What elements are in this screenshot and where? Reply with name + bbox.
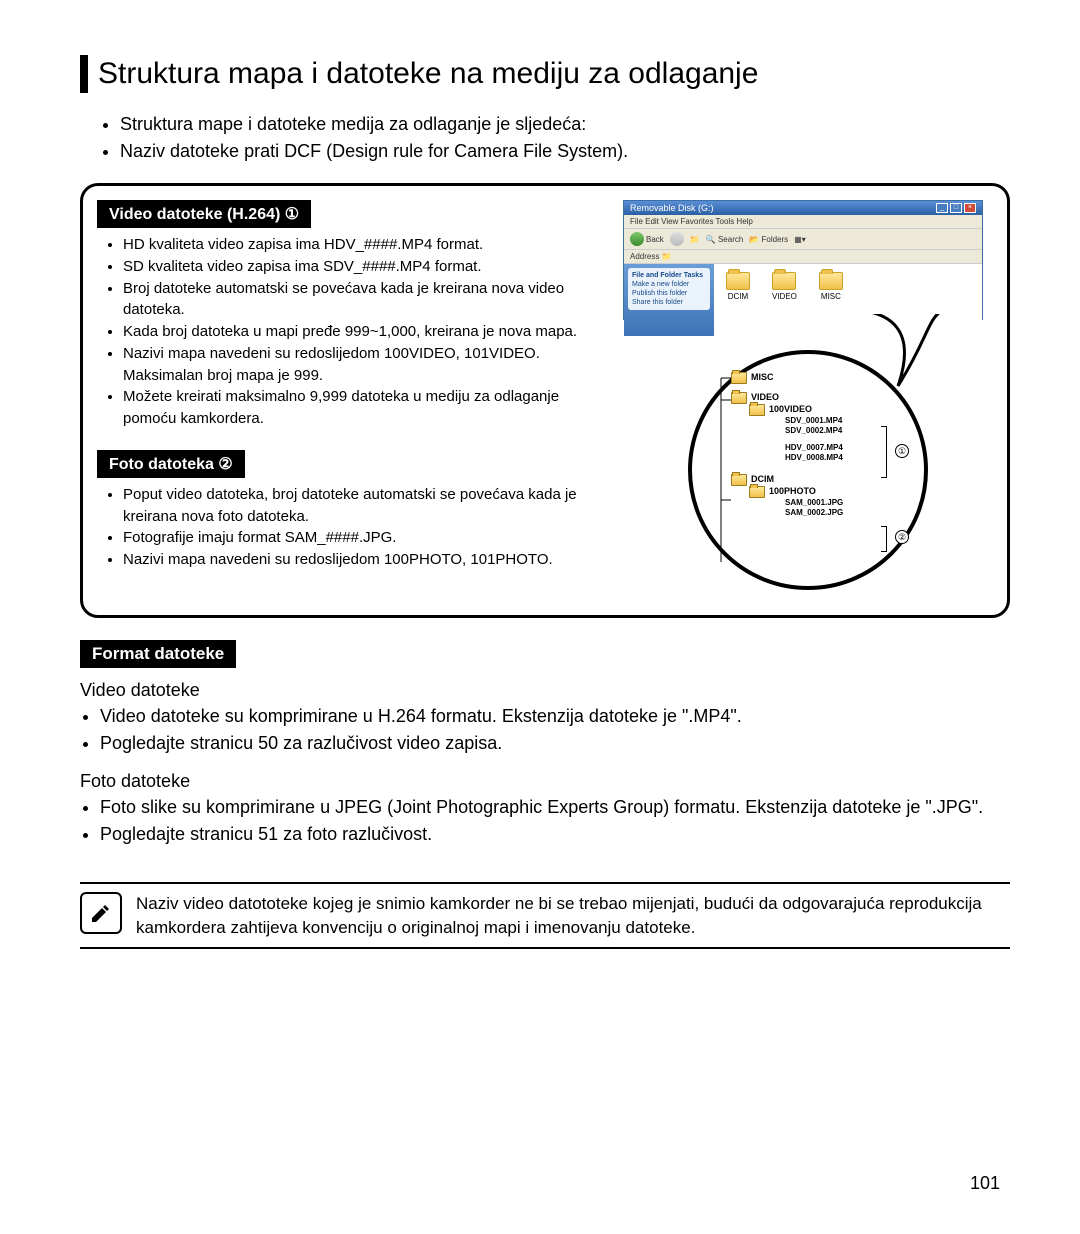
list-item: Nazivi mapa navedeni su redoslijedom 100… xyxy=(123,343,613,387)
diagram-column: Removable Disk (G:) _ □ × File Edit View… xyxy=(623,200,993,591)
explorer-toolbar: Back 📁 🔍 Search 📂 Folders ▦▾ xyxy=(624,229,982,250)
tree-100photo: 100PHOTO xyxy=(769,486,816,498)
explorer-addressbar[interactable]: Address 📁 xyxy=(624,250,982,264)
explorer-sidebar: File and Folder Tasks Make a new folder … xyxy=(624,264,714,336)
list-item: Foto slike su komprimirane u JPEG (Joint… xyxy=(100,794,1010,821)
list-item: Možete kreirati maksimalno 9,999 datotek… xyxy=(123,386,613,430)
list-item: Pogledajte stranicu 50 za razlučivost vi… xyxy=(100,730,1010,757)
folders-button[interactable]: 📂 Folders xyxy=(749,235,788,244)
list-item: Kada broj datoteka u mapi pređe 999~1,00… xyxy=(123,321,613,343)
folder-icon xyxy=(772,272,796,290)
tree-file: HDV_0007.MP4 xyxy=(785,443,843,453)
list-item: Broj datoteke automatski se povećava kad… xyxy=(123,278,613,322)
bracket-2 xyxy=(881,526,887,552)
marker-1: ① xyxy=(895,444,909,458)
tree-file: HDV_0008.MP4 xyxy=(785,453,843,463)
side-item[interactable]: Make a new folder xyxy=(632,280,706,289)
explorer-menubar[interactable]: File Edit View Favorites Tools Help xyxy=(624,215,982,229)
list-item: Pogledajte stranicu 51 za foto razlučivo… xyxy=(100,821,1010,848)
intro-list: Struktura mape i datoteke medija za odla… xyxy=(120,111,1010,165)
format-video-sub: Video datoteke xyxy=(80,680,1010,701)
list-item: Poput video datoteka, broj datoteke auto… xyxy=(123,484,613,528)
close-icon[interactable]: × xyxy=(964,203,976,213)
tree-file: SDV_0001.MP4 xyxy=(785,416,843,426)
note-icon xyxy=(80,892,122,934)
list-item: SD kvaliteta video zapisa ima SDV_####.M… xyxy=(123,256,613,278)
forward-button[interactable] xyxy=(670,232,684,246)
title-accent-bar xyxy=(80,55,88,93)
section1-list: HD kvaliteta video zapisa ima HDV_####.M… xyxy=(123,234,613,430)
format-foto-sub: Foto datoteke xyxy=(80,771,1010,792)
explorer-title-text: Removable Disk (G:) xyxy=(630,203,714,213)
folder-icon xyxy=(726,272,750,290)
page-title-row: Struktura mapa i datoteke na mediju za o… xyxy=(80,55,1010,93)
folder-misc[interactable]: MISC xyxy=(819,272,843,301)
side-item[interactable]: Share this folder xyxy=(632,298,706,307)
list-item: HD kvaliteta video zapisa ima HDV_####.M… xyxy=(123,234,613,256)
format-heading: Format datoteke xyxy=(80,640,236,668)
tree-file: SAM_0001.JPG xyxy=(785,498,843,508)
list-item: Fotografije imaju format SAM_####.JPG. xyxy=(123,527,613,549)
list-item: Video datoteke su komprimirane u H.264 f… xyxy=(100,703,1010,730)
tree-lines xyxy=(709,372,749,572)
maximize-icon[interactable]: □ xyxy=(950,203,962,213)
side-panel-title: File and Folder Tasks xyxy=(632,271,706,280)
tree-100video: 100VIDEO xyxy=(769,404,812,416)
section1-heading: Video datoteke (H.264) ① xyxy=(97,200,311,228)
up-icon[interactable]: 📁 xyxy=(690,235,700,244)
list-item: Nazivi mapa navedeni su redoslijedom 100… xyxy=(123,549,613,571)
intro-item: Naziv datoteke prati DCF (Design rule fo… xyxy=(120,138,1010,165)
tree-misc: MISC xyxy=(751,372,774,384)
note-row: Naziv video datototeke kojeg je snimio k… xyxy=(80,882,1010,950)
explorer-titlebar: Removable Disk (G:) _ □ × xyxy=(624,201,982,215)
minimize-icon[interactable]: _ xyxy=(936,203,948,213)
search-button[interactable]: 🔍 Search xyxy=(706,235,744,244)
tree-file: SAM_0002.JPG xyxy=(785,508,843,518)
note-text: Naziv video datototeke kojeg je snimio k… xyxy=(136,892,1010,940)
views-icon[interactable]: ▦▾ xyxy=(794,235,806,244)
format-video-list: Video datoteke su komprimirane u H.264 f… xyxy=(100,703,1010,757)
section2-heading: Foto datoteka ② xyxy=(97,450,245,478)
marker-2: ② xyxy=(895,530,909,544)
intro-item: Struktura mape i datoteke medija za odla… xyxy=(120,111,1010,138)
bracket-1 xyxy=(881,426,887,478)
page-title: Struktura mapa i datoteke na mediju za o… xyxy=(98,57,758,91)
left-column: Video datoteke (H.264) ① HD kvaliteta vi… xyxy=(97,200,613,591)
folder-video[interactable]: VIDEO xyxy=(772,272,797,301)
section2-list: Poput video datoteka, broj datoteke auto… xyxy=(123,484,613,571)
tree-file: SDV_0002.MP4 xyxy=(785,426,843,436)
folder-icon xyxy=(749,486,765,498)
format-foto-list: Foto slike su komprimirane u JPEG (Joint… xyxy=(100,794,1010,848)
explorer-window: Removable Disk (G:) _ □ × File Edit View… xyxy=(623,200,983,320)
folder-dcim[interactable]: DCIM xyxy=(726,272,750,301)
side-item[interactable]: Publish this folder xyxy=(632,289,706,298)
folder-icon xyxy=(819,272,843,290)
back-button[interactable]: Back xyxy=(630,232,664,246)
page-number: 101 xyxy=(970,1173,1000,1194)
content-box: Video datoteke (H.264) ① HD kvaliteta vi… xyxy=(80,183,1010,618)
folder-icon xyxy=(749,404,765,416)
window-buttons: _ □ × xyxy=(936,203,976,213)
